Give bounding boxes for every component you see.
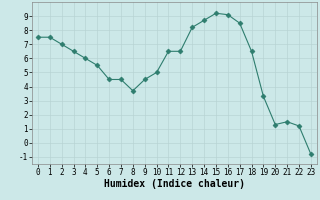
X-axis label: Humidex (Indice chaleur): Humidex (Indice chaleur): [104, 179, 245, 189]
